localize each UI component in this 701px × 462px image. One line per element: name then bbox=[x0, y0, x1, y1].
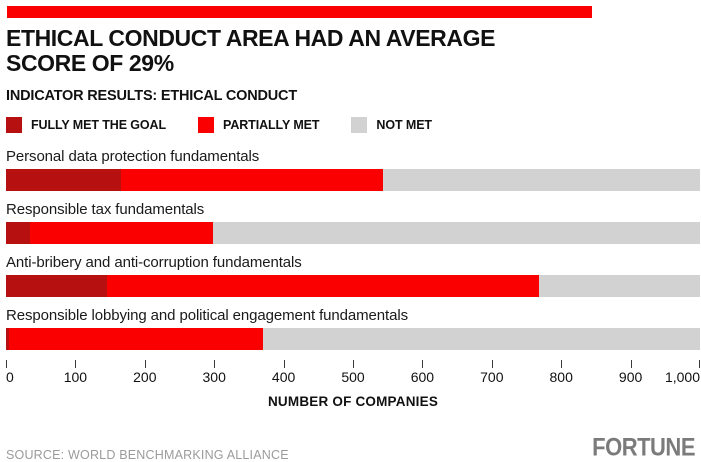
bar-row-label: Responsible lobbying and political engag… bbox=[6, 307, 408, 324]
axis-tick-label: 500 bbox=[341, 369, 365, 385]
axis-tick bbox=[353, 360, 354, 368]
axis-tick bbox=[422, 360, 424, 368]
axis-tick-label: 200 bbox=[133, 369, 157, 385]
bar-segment bbox=[9, 328, 263, 350]
footer: SOURCE: WORLD BENCHMARKING ALLIANCE FORT… bbox=[6, 432, 697, 462]
axis-tick bbox=[491, 360, 493, 368]
axis-tick bbox=[75, 360, 77, 368]
source-credit: SOURCE: WORLD BENCHMARKING ALLIANCE bbox=[6, 448, 289, 462]
bar-segment bbox=[212, 222, 700, 244]
legend-swatch-icon bbox=[198, 117, 215, 133]
bar-row-label: Personal data protection fundamentals bbox=[6, 148, 260, 165]
legend-item: FULLY MET THE GOAL bbox=[6, 117, 166, 133]
axis-tick-label: 600 bbox=[410, 369, 435, 385]
bar-segment bbox=[6, 169, 121, 191]
bar-segment bbox=[6, 222, 31, 244]
legend-item: NOT MET bbox=[351, 117, 432, 133]
legend-swatch-icon bbox=[351, 117, 368, 133]
axis-tick bbox=[283, 360, 285, 368]
axis-tick-label: 0 bbox=[6, 369, 14, 385]
bar-row-label: Responsible tax fundamentals bbox=[6, 201, 205, 218]
bar-row bbox=[6, 328, 700, 350]
bar-segment bbox=[106, 275, 539, 297]
x-axis: 0 100 200 300 400 500 600 700 800 900 1,000 bbox=[6, 360, 700, 387]
x-axis-title: NUMBER OF COMPANIES bbox=[267, 394, 439, 409]
bar-row bbox=[6, 169, 700, 191]
chart-title-line: SCORE OF 29% bbox=[6, 50, 174, 76]
chart-title-line: ETHICAL CONDUCT AREA HAD AN AVERAGE bbox=[6, 25, 496, 51]
axis-tick bbox=[561, 360, 563, 368]
axis-tick-label: 900 bbox=[618, 369, 643, 385]
axis-tick bbox=[6, 360, 7, 368]
legend-label: PARTIALLY MET bbox=[223, 118, 320, 132]
axis-tick-label: 700 bbox=[480, 369, 504, 385]
axis-tick-label: 300 bbox=[202, 369, 226, 385]
legend: FULLY MET THE GOAL PARTIALLY MET NOT MET bbox=[6, 117, 697, 133]
axis-tick bbox=[144, 360, 146, 368]
axis-tick-label: 400 bbox=[271, 369, 296, 385]
axis-tick bbox=[214, 360, 216, 368]
chart-title: ETHICAL CONDUCT AREA HAD AN AVERAGE SCORE… bbox=[6, 26, 697, 76]
axis-tick-label: 800 bbox=[549, 369, 573, 385]
axis-tick bbox=[699, 360, 700, 368]
bar-segment bbox=[538, 275, 700, 297]
bar-segment bbox=[30, 222, 213, 244]
legend-item: PARTIALLY MET bbox=[198, 117, 320, 133]
chart-subtitle: INDICATOR RESULTS: ETHICAL CONDUCT bbox=[6, 88, 297, 104]
bar-segment bbox=[262, 328, 700, 350]
bar-segment bbox=[6, 275, 107, 297]
legend-label: NOT MET bbox=[376, 118, 432, 132]
top-accent-bar bbox=[7, 6, 592, 18]
axis-tick bbox=[630, 360, 632, 368]
bar-row bbox=[6, 275, 700, 297]
bar-row bbox=[6, 222, 700, 244]
bar-segment bbox=[6, 328, 10, 350]
bar-segment bbox=[382, 169, 700, 191]
legend-swatch-icon bbox=[6, 117, 22, 133]
legend-label: FULLY MET THE GOAL bbox=[31, 118, 167, 132]
bar-row-label: Anti-bribery and anti-corruption fundame… bbox=[6, 254, 302, 271]
axis-tick-label: 100 bbox=[63, 369, 88, 385]
bar-segment bbox=[120, 169, 383, 191]
fortune-logo: FORTUNE bbox=[592, 432, 695, 461]
bar-chart: Personal data protection fundamentals Res… bbox=[6, 148, 700, 350]
axis-tick-label: 1,000 bbox=[664, 369, 700, 385]
